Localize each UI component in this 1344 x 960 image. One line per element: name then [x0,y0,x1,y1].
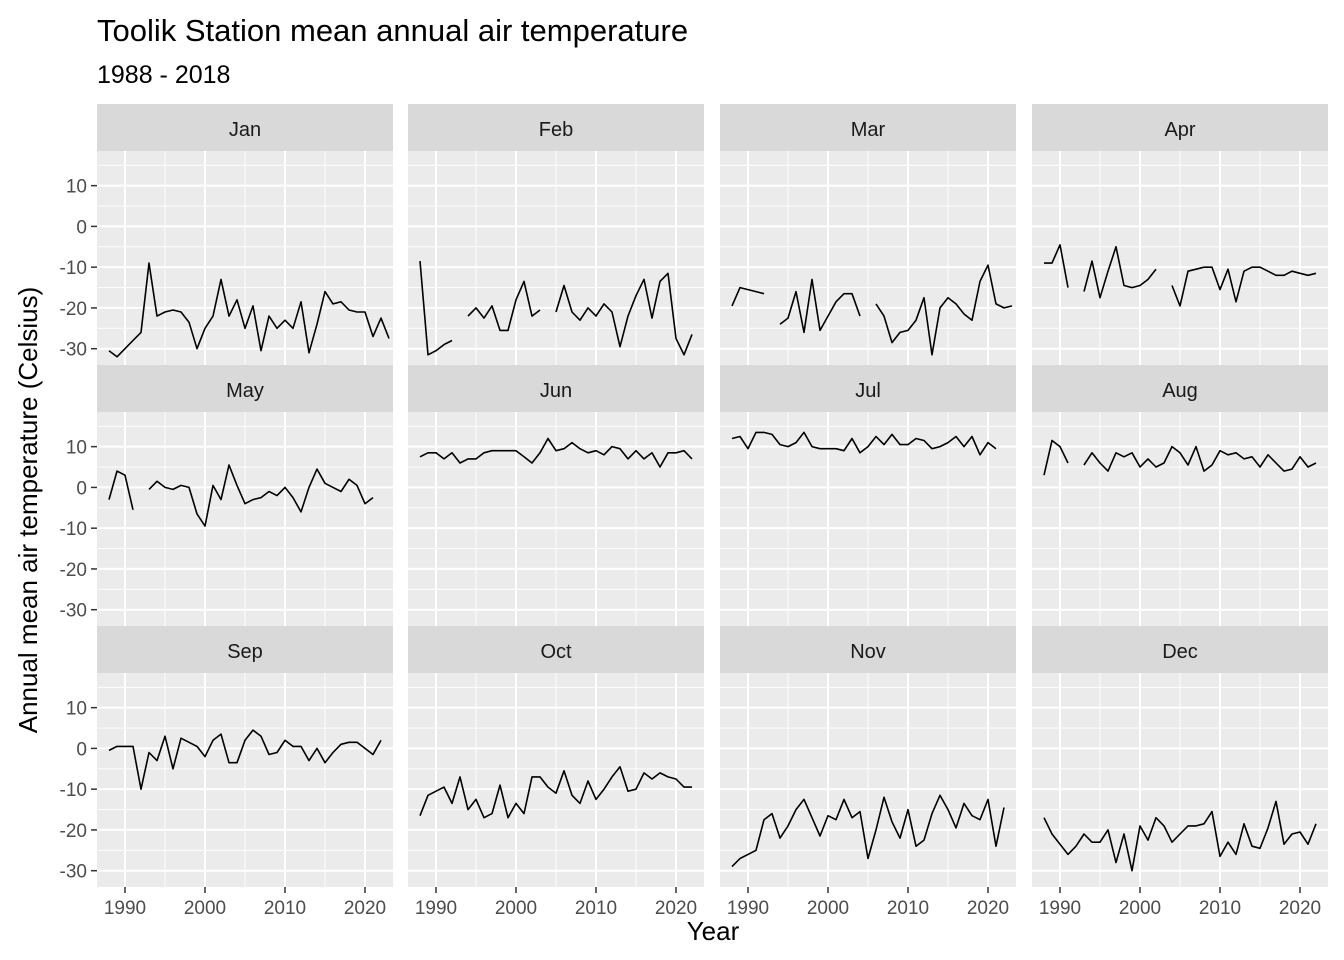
facet-label: Feb [539,119,573,141]
facet-strip [97,365,393,412]
series-line [108,729,382,790]
facet-strip [408,365,704,412]
x-tick-label: 1990 [1039,898,1081,919]
y-tick-label: 0 [76,478,87,499]
series-line [731,431,997,456]
x-tick-label: 2020 [344,898,386,919]
y-tick-label: 0 [76,217,87,238]
series-line [419,766,692,819]
facet-label: Oct [540,641,572,663]
y-tick-label: 0 [76,739,87,760]
facet-label: Sep [227,641,263,663]
chart-subtitle: 1988 - 2018 [97,61,230,89]
series-line [1043,800,1317,872]
facet-label: May [226,380,264,402]
series-line [108,464,374,527]
y-tick-label: -30 [60,601,87,622]
y-tick-label: -20 [60,821,87,842]
facet-panel-apr: Apr [1032,104,1328,365]
facet-label: Jun [540,380,572,402]
series-line [731,264,1013,356]
series-line [419,261,693,356]
x-tick-label: 1990 [415,898,457,919]
y-tick-label: -30 [60,340,87,361]
facet-strip [720,104,1016,151]
x-tick-label: 2010 [575,898,617,919]
x-axis-title: Year [687,916,740,946]
facet-label: Mar [851,119,886,141]
y-tick-label: 10 [66,438,87,459]
y-tick-label: -10 [60,780,87,801]
facet-panel-nov: Nov 1990 2000 2010 2020 [720,626,1016,919]
facet-label: Aug [1162,380,1198,402]
facet-panel-oct: Oct 1990 2000 2010 2020 [408,626,704,919]
y-tick-label: -10 [60,258,87,279]
facet-panel-sep: Sep 10 0 -10 -20 -30 1990 2000 2010 2020 [60,626,393,919]
x-tick-label: 2010 [887,898,929,919]
y-tick-label: -20 [60,299,87,320]
series-line [731,794,1005,868]
facet-strip [1032,626,1328,673]
facet-strip [408,104,704,151]
facet-label: Dec [1162,641,1198,663]
facet-strip [720,365,1016,412]
x-tick-label: 2000 [495,898,537,919]
facet-strip [97,104,393,151]
series-line [1043,439,1317,476]
facet-panel-dec: Dec 1990 2000 2010 2020 [1032,626,1328,919]
x-tick-label: 2000 [1119,898,1161,919]
y-tick-label: -30 [60,862,87,883]
y-tick-label: 10 [66,699,87,720]
x-tick-label: 1990 [104,898,146,919]
x-tick-label: 2000 [184,898,226,919]
facet-panel-feb: Feb [408,104,704,365]
series-line [419,437,693,468]
x-tick-label: 2020 [967,898,1009,919]
facet-panel-jan: Jan 10 0 -10 -20 -30 [60,104,393,365]
x-tick-label: 2010 [264,898,306,919]
y-tick-label: -20 [60,560,87,581]
facet-strip [720,626,1016,673]
facet-label: Nov [850,641,886,663]
x-tick-label: 1990 [727,898,769,919]
chart-title: Toolik Station mean annual air temperatu… [97,13,688,48]
x-tick-label: 2020 [1279,898,1321,919]
facet-strip [1032,365,1328,412]
facet-label: Jan [229,119,261,141]
series-line [108,262,390,358]
facet-panel-may: May 10 0 -10 -20 -30 [60,365,393,626]
x-tick-label: 2000 [807,898,849,919]
y-tick-label: -10 [60,519,87,540]
facet-strip [408,626,704,673]
facet-panel-jun: Jun [408,365,704,626]
facet-panel-aug: Aug [1032,365,1328,626]
facet-panel-mar: Mar [720,104,1016,365]
y-axis-title: Annual mean air temperature (Celsius) [13,287,43,734]
facet-label: Jul [855,380,881,402]
x-tick-label: 2020 [655,898,697,919]
x-tick-label: 2010 [1199,898,1241,919]
facet-strip [1032,104,1328,151]
series-line [1044,244,1317,307]
facet-label: Apr [1164,119,1195,141]
facet-strip [97,626,393,673]
y-tick-label: 10 [66,177,87,198]
facet-panel-jul: Jul [720,365,1016,626]
